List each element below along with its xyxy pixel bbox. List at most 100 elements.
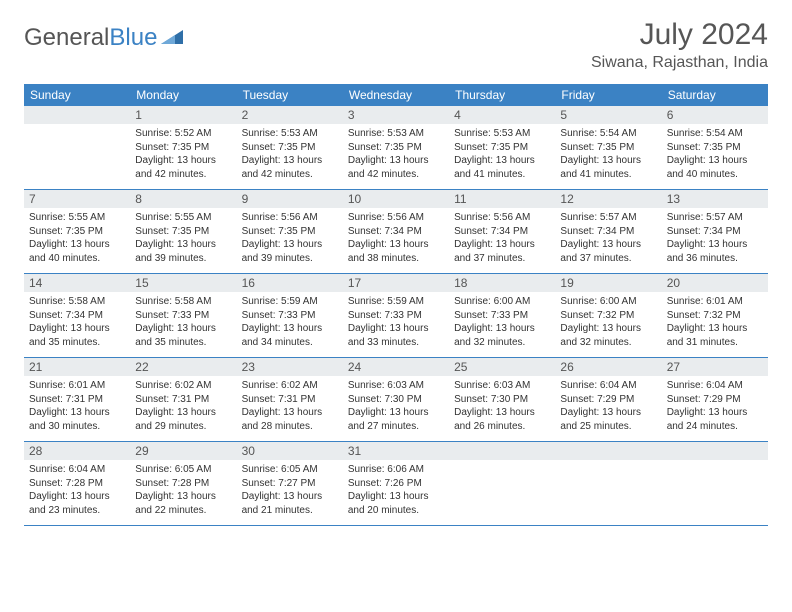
day-cell: 14Sunrise: 5:58 AMSunset: 7:34 PMDayligh… (24, 274, 130, 358)
day-cell: 21Sunrise: 6:01 AMSunset: 7:31 PMDayligh… (24, 358, 130, 442)
sunset-line: Sunset: 7:29 PM (560, 393, 656, 407)
day-number: 1 (130, 106, 236, 124)
sunrise-line: Sunrise: 5:55 AM (135, 211, 231, 225)
day-body: Sunrise: 5:53 AMSunset: 7:35 PMDaylight:… (343, 124, 449, 189)
day-cell: 31Sunrise: 6:06 AMSunset: 7:26 PMDayligh… (343, 442, 449, 526)
header: GeneralBlue July 2024 Siwana, Rajasthan,… (24, 18, 768, 72)
day-body: Sunrise: 5:58 AMSunset: 7:33 PMDaylight:… (130, 292, 236, 357)
sunrise-line: Sunrise: 6:04 AM (667, 379, 763, 393)
sunset-line: Sunset: 7:35 PM (454, 141, 550, 155)
sunrise-line: Sunrise: 5:57 AM (667, 211, 763, 225)
daylight-line: Daylight: 13 hours and 28 minutes. (242, 406, 338, 433)
day-body (555, 460, 661, 518)
daylight-line: Daylight: 13 hours and 42 minutes. (348, 154, 444, 181)
daylight-line: Daylight: 13 hours and 39 minutes. (135, 238, 231, 265)
day-cell: 2Sunrise: 5:53 AMSunset: 7:35 PMDaylight… (237, 106, 343, 190)
day-number: 29 (130, 442, 236, 460)
day-number: 22 (130, 358, 236, 376)
sunrise-line: Sunrise: 5:57 AM (560, 211, 656, 225)
sunset-line: Sunset: 7:34 PM (454, 225, 550, 239)
day-cell: 4Sunrise: 5:53 AMSunset: 7:35 PMDaylight… (449, 106, 555, 190)
day-cell: 17Sunrise: 5:59 AMSunset: 7:33 PMDayligh… (343, 274, 449, 358)
daylight-line: Daylight: 13 hours and 27 minutes. (348, 406, 444, 433)
sunset-line: Sunset: 7:35 PM (560, 141, 656, 155)
week-row: 1Sunrise: 5:52 AMSunset: 7:35 PMDaylight… (24, 106, 768, 190)
sunrise-line: Sunrise: 6:06 AM (348, 463, 444, 477)
day-body: Sunrise: 6:04 AMSunset: 7:28 PMDaylight:… (24, 460, 130, 525)
day-cell: 5Sunrise: 5:54 AMSunset: 7:35 PMDaylight… (555, 106, 661, 190)
day-cell (662, 442, 768, 526)
sunrise-line: Sunrise: 5:54 AM (667, 127, 763, 141)
sunrise-line: Sunrise: 5:56 AM (454, 211, 550, 225)
daylight-line: Daylight: 13 hours and 42 minutes. (135, 154, 231, 181)
day-body: Sunrise: 6:01 AMSunset: 7:31 PMDaylight:… (24, 376, 130, 441)
day-cell: 23 Sunrise: 6:02 AMSunset: 7:31 PMDayligh… (237, 358, 343, 442)
day-cell: 13Sunrise: 5:57 AMSunset: 7:34 PMDayligh… (662, 190, 768, 274)
day-cell: 12Sunrise: 5:57 AMSunset: 7:34 PMDayligh… (555, 190, 661, 274)
day-header-thursday: Thursday (449, 84, 555, 106)
sunrise-line: Sunrise: 6:02 AM (242, 379, 338, 393)
day-body: Sunrise: 5:54 AMSunset: 7:35 PMDaylight:… (662, 124, 768, 189)
sunset-line: Sunset: 7:35 PM (29, 225, 125, 239)
daylight-line: Daylight: 13 hours and 30 minutes. (29, 406, 125, 433)
day-number: 25 (449, 358, 555, 376)
day-number: 17 (343, 274, 449, 292)
sunrise-line: Sunrise: 5:59 AM (242, 295, 338, 309)
sunset-line: Sunset: 7:27 PM (242, 477, 338, 491)
day-cell: 24Sunrise: 6:03 AMSunset: 7:30 PMDayligh… (343, 358, 449, 442)
day-cell: 3Sunrise: 5:53 AMSunset: 7:35 PMDaylight… (343, 106, 449, 190)
day-number: 7 (24, 190, 130, 208)
sunset-line: Sunset: 7:32 PM (560, 309, 656, 323)
day-number: 21 (24, 358, 130, 376)
daylight-line: Daylight: 13 hours and 42 minutes. (242, 154, 338, 181)
sunrise-line: Sunrise: 6:03 AM (454, 379, 550, 393)
calendar-body: 1Sunrise: 5:52 AMSunset: 7:35 PMDaylight… (24, 106, 768, 526)
day-cell: 8Sunrise: 5:55 AMSunset: 7:35 PMDaylight… (130, 190, 236, 274)
day-cell: 26Sunrise: 6:04 AMSunset: 7:29 PMDayligh… (555, 358, 661, 442)
sunrise-line: Sunrise: 5:54 AM (560, 127, 656, 141)
daylight-line: Daylight: 13 hours and 40 minutes. (667, 154, 763, 181)
day-number: 27 (662, 358, 768, 376)
day-cell: 15Sunrise: 5:58 AMSunset: 7:33 PMDayligh… (130, 274, 236, 358)
day-body: Sunrise: 6:02 AMSunset: 7:31 PMDaylight:… (130, 376, 236, 441)
day-cell: 16Sunrise: 5:59 AMSunset: 7:33 PMDayligh… (237, 274, 343, 358)
day-number: 24 (343, 358, 449, 376)
sunset-line: Sunset: 7:35 PM (242, 141, 338, 155)
week-row: 14Sunrise: 5:58 AMSunset: 7:34 PMDayligh… (24, 274, 768, 358)
day-number: 23 (237, 358, 343, 376)
day-cell: 1Sunrise: 5:52 AMSunset: 7:35 PMDaylight… (130, 106, 236, 190)
day-number: 26 (555, 358, 661, 376)
sunrise-line: Sunrise: 6:02 AM (135, 379, 231, 393)
daylight-line: Daylight: 13 hours and 21 minutes. (242, 490, 338, 517)
sunset-line: Sunset: 7:30 PM (454, 393, 550, 407)
day-number: 2 (237, 106, 343, 124)
day-body: Sunrise: 5:56 AMSunset: 7:35 PMDaylight:… (237, 208, 343, 273)
sunset-line: Sunset: 7:33 PM (454, 309, 550, 323)
sunset-line: Sunset: 7:35 PM (242, 225, 338, 239)
calendar-table: SundayMondayTuesdayWednesdayThursdayFrid… (24, 84, 768, 526)
day-number: 4 (449, 106, 555, 124)
day-number: 28 (24, 442, 130, 460)
day-body: Sunrise: 5:53 AMSunset: 7:35 PMDaylight:… (449, 124, 555, 189)
sunrise-line: Sunrise: 5:56 AM (242, 211, 338, 225)
sunrise-line: Sunrise: 6:03 AM (348, 379, 444, 393)
sunset-line: Sunset: 7:35 PM (135, 225, 231, 239)
day-header-saturday: Saturday (662, 84, 768, 106)
daylight-line: Daylight: 13 hours and 33 minutes. (348, 322, 444, 349)
day-cell: 7Sunrise: 5:55 AMSunset: 7:35 PMDaylight… (24, 190, 130, 274)
day-header-wednesday: Wednesday (343, 84, 449, 106)
daylight-line: Daylight: 13 hours and 25 minutes. (560, 406, 656, 433)
sunset-line: Sunset: 7:33 PM (135, 309, 231, 323)
day-cell: 19Sunrise: 6:00 AMSunset: 7:32 PMDayligh… (555, 274, 661, 358)
day-cell: 25Sunrise: 6:03 AMSunset: 7:30 PMDayligh… (449, 358, 555, 442)
sunset-line: Sunset: 7:35 PM (348, 141, 444, 155)
week-row: 21Sunrise: 6:01 AMSunset: 7:31 PMDayligh… (24, 358, 768, 442)
day-number: 6 (662, 106, 768, 124)
day-number: 20 (662, 274, 768, 292)
logo-flag-icon (161, 26, 189, 51)
daylight-line: Daylight: 13 hours and 35 minutes. (29, 322, 125, 349)
sunset-line: Sunset: 7:31 PM (242, 393, 338, 407)
day-body: Sunrise: 6:03 AMSunset: 7:30 PMDaylight:… (449, 376, 555, 441)
sunrise-line: Sunrise: 6:01 AM (29, 379, 125, 393)
day-header-sunday: Sunday (24, 84, 130, 106)
